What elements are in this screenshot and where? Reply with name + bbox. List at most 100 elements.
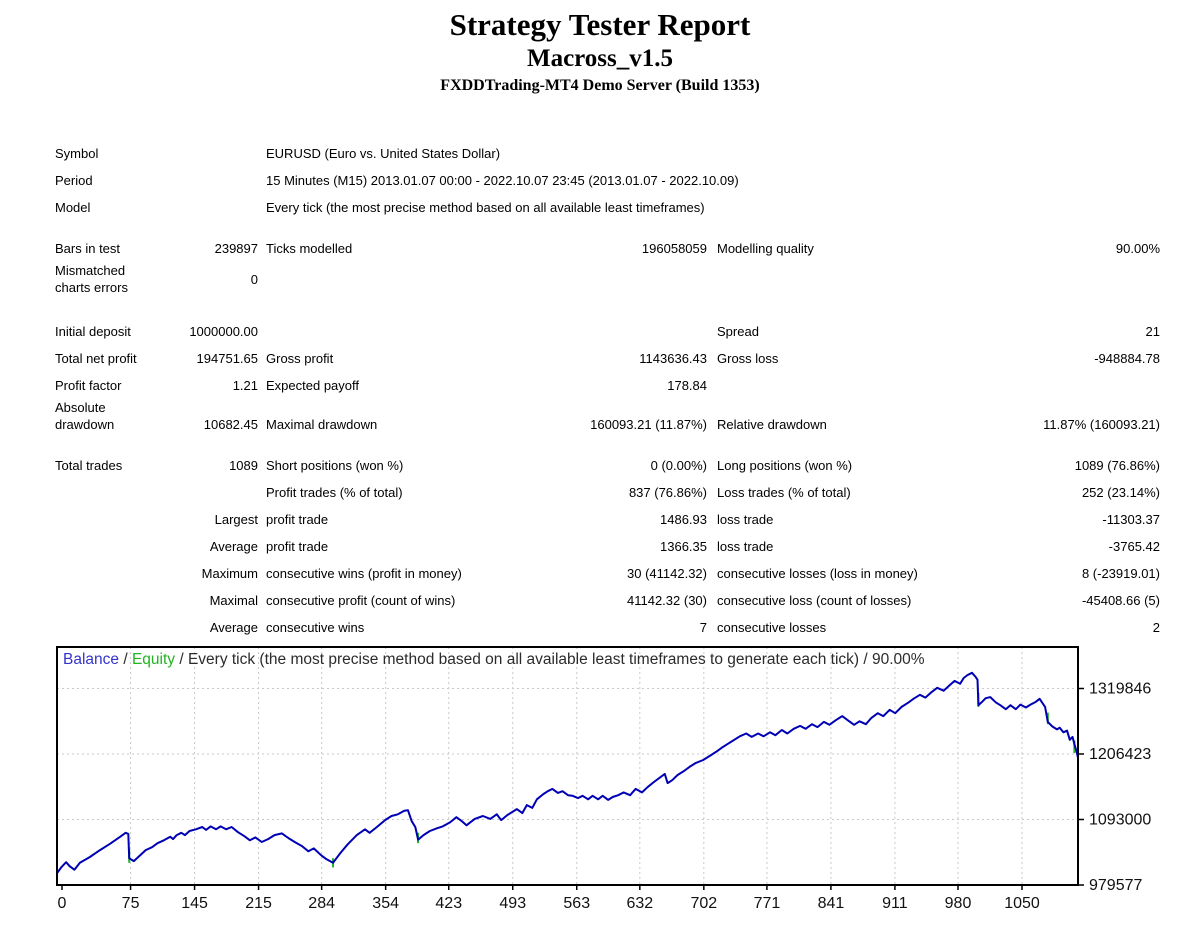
stat-label: Initial deposit [55,324,131,339]
stat-value: Average [209,539,258,554]
stat-value: 90.00% [1115,241,1160,256]
stat-value: Maximal [209,593,258,608]
stat-value: 160093.21 (11.87%) [590,417,707,432]
svg-text:632: 632 [626,895,653,912]
stat-label: Profit trades (% of total) [266,485,403,500]
stat-value: Average [209,620,258,635]
stat-label: Ticks modelled [266,241,353,256]
stat-value: 1.21 [232,378,258,393]
server-info: FXDDTrading-MT4 Demo Server (Build 1353) [440,77,760,94]
stat-value: 1089 (76.86%) [1074,458,1160,473]
stat-value: 0 (0.00%) [650,458,707,473]
stat-value: -45408.66 (5) [1081,593,1160,608]
stat-value: 194751.65 [196,351,258,366]
table-row: Absolute drawdown 10682.45 Maximal drawdow… [55,399,1160,437]
stat-label: Mismatched charts errors [55,263,128,295]
svg-text:284: 284 [308,895,335,912]
svg-text:145: 145 [181,895,208,912]
stat-value: -3765.42 [1108,539,1160,554]
table-row: Total trades 1089 Short positions (won %) 0… [55,452,1160,479]
stat-value: 178.84 [667,378,707,393]
stat-value: 8 (-23919.01) [1081,566,1160,581]
svg-text:215: 215 [245,895,272,912]
svg-text:1050: 1050 [1004,895,1040,912]
stat-label: Loss trades (% of total) [717,485,851,500]
svg-text:702: 702 [690,895,717,912]
svg-text:1319846: 1319846 [1089,681,1151,698]
report-header: Strategy Tester Report Macross_v1.5 FXDD… [0,0,1200,98]
profit-group: Initial deposit 1000000.00 Spread 21 Total n… [55,318,1160,437]
table-row: Mismatched charts errors 0 [55,262,1160,296]
stat-label: consecutive losses (loss in money) [717,566,918,581]
stat-label: profit trade [266,539,329,554]
stat-label: Short positions (won %) [266,458,404,473]
stat-label: Gross profit [266,351,334,366]
stat-label: Total net profit [55,351,137,366]
row-value: EURUSD (Euro vs. United States Dollar) [266,146,501,161]
stat-value: 1089 [229,458,258,473]
svg-text:979577: 979577 [1089,877,1142,894]
stat-value: 0 [250,271,258,287]
stat-value: -948884.78 [1094,351,1160,366]
table-row: Maximum consecutive wins (profit in money… [55,560,1160,587]
stat-label: loss trade [717,512,774,527]
table-row: Largest profit trade 1486.93 loss trade -113… [55,506,1160,533]
stat-value: 837 (76.86%) [628,485,707,500]
svg-text:841: 841 [818,895,845,912]
stat-label: Maximal drawdown [266,417,378,432]
trades-group: Total trades 1089 Short positions (won %) 0… [55,452,1160,641]
svg-text:980: 980 [945,895,972,912]
stat-label: consecutive wins [266,620,365,635]
svg-text:911: 911 [882,895,908,912]
table-row: Average profit trade 1366.35 loss trade -376… [55,533,1160,560]
row-value: 15 Minutes (M15) 2013.01.07 00:00 - 2022… [266,173,739,188]
table-row: Profit factor 1.21 Expected payoff 178.84 [55,372,1160,399]
table-row: Profit trades (% of total) 837 (76.86%) Lo… [55,479,1160,506]
ea-name: Macross_v1.5 [526,45,674,72]
table-row: Initial deposit 1000000.00 Spread 21 [55,318,1160,345]
table-row: Symbol EURUSD (Euro vs. United States Dol… [55,140,1160,167]
stat-label: Gross loss [717,351,779,366]
stat-label: Absolute drawdown [55,400,115,432]
stat-value: Maximum [201,566,258,581]
stat-value: 1000000.00 [189,324,258,339]
modelling-group: Bars in test 239897 Ticks modelled 19605805… [55,235,1160,296]
row-value: Every tick (the most precise method base… [266,200,705,215]
table-row: Average consecutive wins 7 consecutive loss… [55,614,1160,641]
table-row: Bars in test 239897 Ticks modelled 19605805… [55,235,1160,262]
stat-value: 21 [1145,324,1160,339]
stat-value: 1143636.43 [639,351,707,366]
stat-value: 239897 [214,241,258,256]
row-label: Period [55,173,93,188]
row-label: Symbol [55,146,99,161]
svg-text:493: 493 [499,895,526,912]
svg-text:1093000: 1093000 [1089,812,1151,829]
table-row: Period 15 Minutes (M15) 2013.01.07 00:00 … [55,167,1160,194]
svg-text:75: 75 [122,895,140,912]
stat-value: 252 (23.14%) [1081,485,1160,500]
equity-chart-svg: 1319846 1206423 1093000 979577 0 75 145 215 284 3… [56,646,1151,912]
svg-text:1206423: 1206423 [1089,746,1151,763]
stat-value: Largest [214,512,258,527]
table-row: Maximal consecutive profit (count of wins… [55,587,1160,614]
stat-value: 7 [699,620,707,635]
row-label: Model [55,200,91,215]
svg-text:0: 0 [58,895,67,912]
stat-label: consecutive wins (profit in money) [266,566,462,581]
stat-value: 11.87% (160093.21) [1043,417,1160,432]
stat-label: Relative drawdown [717,417,827,432]
stat-label: Long positions (won %) [717,458,853,473]
stat-value: 41142.32 (30) [627,593,707,608]
stat-value: 196058059 [641,241,707,256]
stat-value: 2 [1152,620,1160,635]
svg-text:Balance / Equity / Every tick: Balance / Equity / Every tick (the most … [63,651,925,668]
table-row: Model Every tick (the most precise method… [55,194,1160,221]
stat-label: Bars in test [55,241,121,256]
svg-text:563: 563 [563,895,590,912]
stat-label: Modelling quality [717,241,814,256]
stat-label: Total trades [55,458,123,473]
svg-text:771: 771 [754,895,781,912]
statistics-table: Bars in test 239897 Ticks modelled 19605805… [0,235,1200,641]
table-row: Total net profit 194751.65 Gross profit 114… [55,345,1160,372]
stat-value: 1366.35 [660,539,707,554]
